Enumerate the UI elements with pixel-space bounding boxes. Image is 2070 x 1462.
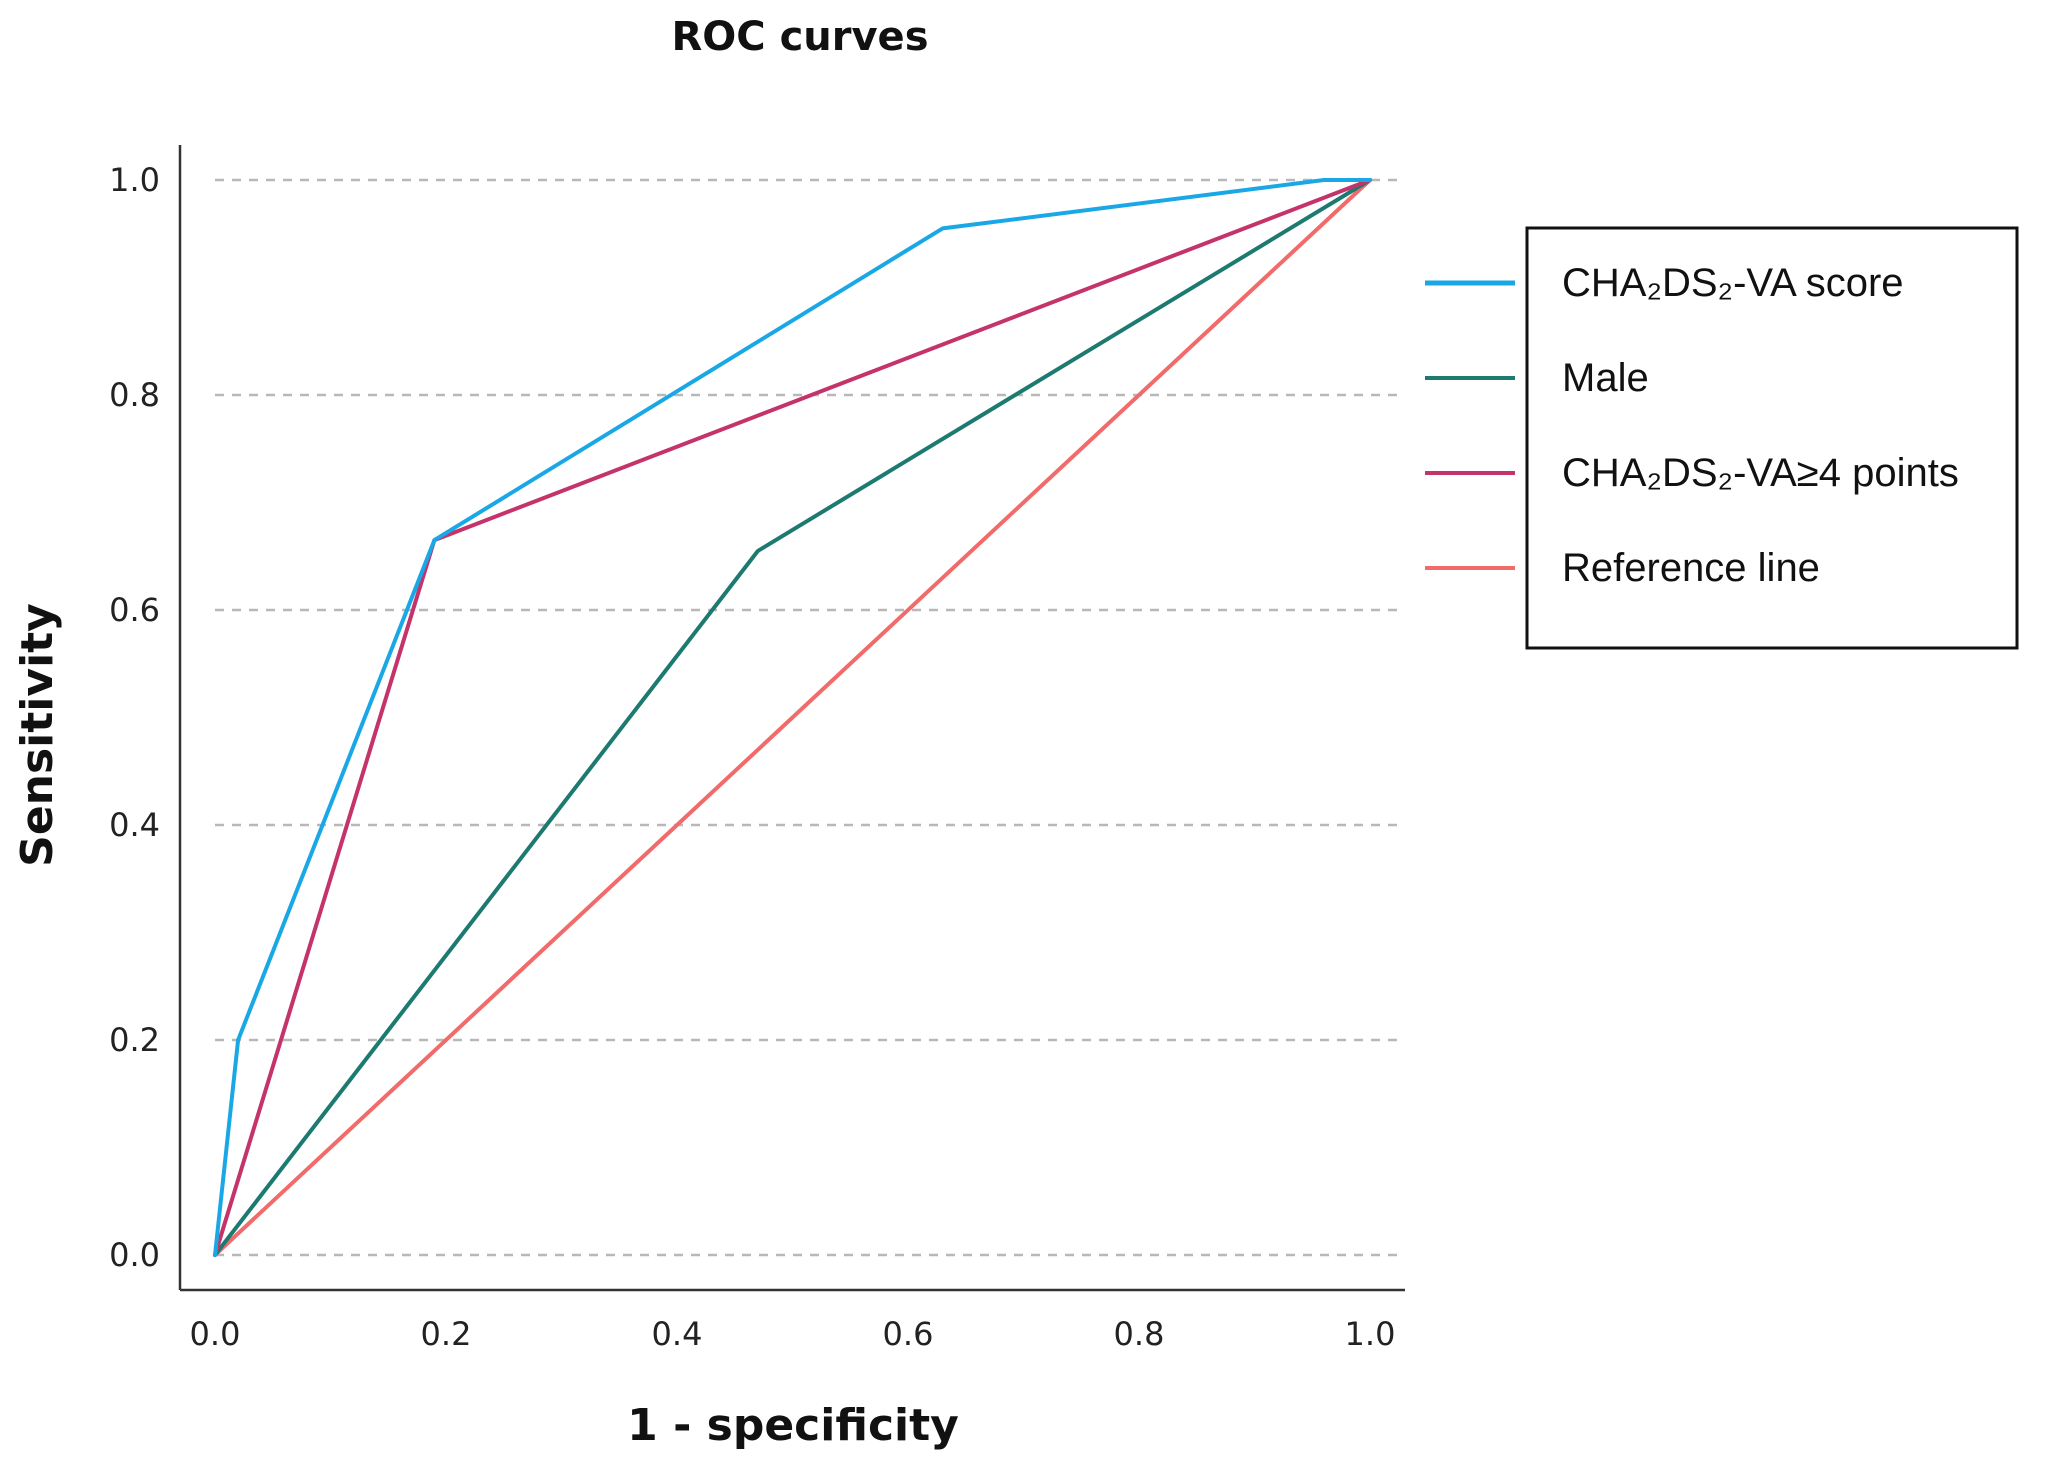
x-tick-label: 0.4 <box>652 1315 703 1353</box>
x-axis-title: 1 - specificity <box>627 1400 959 1451</box>
legend-label-male: Male <box>1562 356 1649 400</box>
legend-box <box>1525 226 2019 650</box>
y-tick-label: 0.8 <box>109 376 160 414</box>
x-tick-labels: 0.0 0.2 0.4 0.6 0.8 1.0 <box>190 1315 1396 1353</box>
legend-label-cha-ds-va-4-points: CHA₂DS₂-VA≥4 points <box>1562 451 1959 495</box>
y-tick-label: 0.0 <box>109 1236 160 1274</box>
series-line-reference-line <box>213 178 1372 1257</box>
series-lines <box>213 178 1372 1257</box>
series-line-cha-ds-va-score <box>213 178 1372 1257</box>
y-tick-label: 0.2 <box>109 1021 160 1059</box>
x-tick-label: 0.6 <box>883 1315 934 1353</box>
legend-label-cha-ds-va-score: CHA₂DS₂-VA score <box>1562 261 1904 305</box>
y-tick-label: 0.6 <box>109 591 160 629</box>
y-axis-title: Sensitivity <box>12 603 63 867</box>
legend-label-reference-line: Reference line <box>1562 546 1820 590</box>
y-tick-label: 1.0 <box>109 161 160 199</box>
axes <box>178 145 1405 1292</box>
x-tick-label: 0.8 <box>1114 1315 1165 1353</box>
y-tick-labels: 0.0 0.2 0.4 0.6 0.8 1.0 <box>109 161 160 1274</box>
y-tick-label: 0.4 <box>109 806 160 844</box>
series-line-male <box>213 178 1372 1257</box>
legend: CHA₂DS₂-VA score Male CHA₂DS₂-VA≥4 points R… <box>1425 226 2019 650</box>
x-tick-label: 0.0 <box>190 1315 241 1353</box>
x-tick-label: 0.2 <box>421 1315 472 1353</box>
chart-title: ROC curves <box>671 14 928 60</box>
gridlines <box>215 178 1400 1257</box>
x-tick-label: 1.0 <box>1345 1315 1396 1353</box>
